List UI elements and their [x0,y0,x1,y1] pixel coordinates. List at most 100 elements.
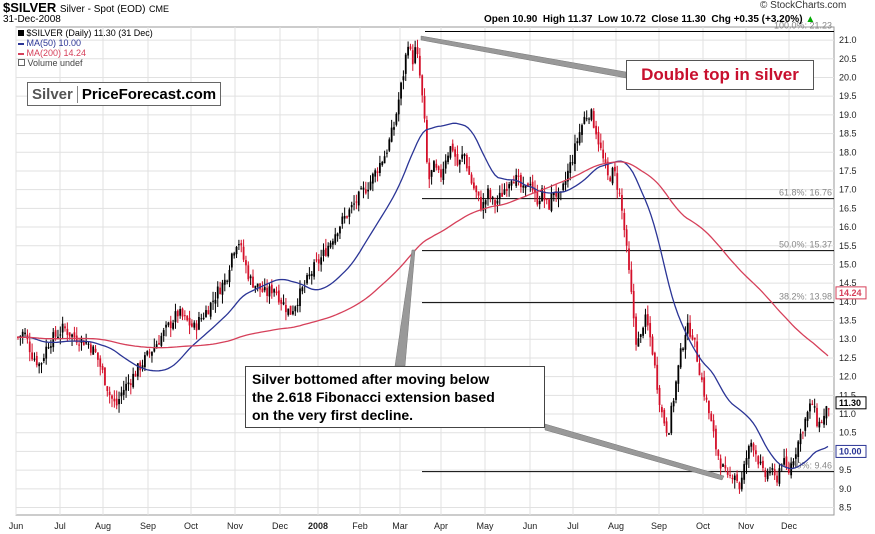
y-tick-label: 12.5 [839,353,857,363]
last-price-tag-text: 11.30 [839,398,861,408]
candle-body [179,309,182,316]
candle-body [306,275,308,284]
candle-body [470,174,473,184]
candle-body [360,188,362,190]
candle-body [336,233,339,237]
x-tick-label: Sep [651,521,667,531]
candle-body [160,335,163,346]
candle-body [400,82,402,99]
candle-body [501,192,503,197]
candle-body [320,257,323,265]
candle-body [599,142,602,149]
candle-body [376,171,379,174]
candle-body [256,283,259,287]
candle-body [703,377,706,397]
candle-body [188,317,191,326]
candle-body [289,305,292,315]
candle-body [689,322,691,337]
candle-body [646,314,649,326]
candle-body [221,282,224,295]
candle-body [390,127,393,142]
candle-body [407,46,409,56]
y-tick-label: 19.5 [839,91,857,101]
candle-body [233,253,236,256]
candle-body [35,355,38,366]
candle-body [510,181,513,186]
candle-body [270,284,273,294]
candle-body [68,332,71,337]
candle-body [245,260,247,266]
candle-body [165,324,167,328]
candle-body [59,334,62,336]
candle-body [31,352,33,360]
candle-body [653,352,656,366]
candle-body [341,216,344,225]
candle-body [87,343,90,345]
candle-body [447,155,449,162]
candle-body [122,389,125,395]
fib-label: 100.0%: 21.23 [774,20,832,30]
candle-body [42,358,45,362]
candle-body [99,358,102,367]
candle-body [712,420,715,432]
candle-body [89,344,92,353]
candle-body [524,184,527,189]
candle-body [668,433,670,435]
candle-body [487,188,489,199]
candle-body [802,432,804,434]
candle-body [104,367,106,386]
candle-body [280,299,283,304]
candle-body [144,355,146,368]
candle-body [740,477,743,490]
candle-body [635,316,637,345]
candle-body [397,99,400,115]
candle-body [715,428,717,450]
candle-body [428,162,431,180]
candle-body [649,323,652,338]
candle-body [686,322,689,334]
candle-body [745,458,748,465]
candle-body [604,159,607,164]
candle-body [456,154,459,166]
fib-label: 50.0%: 15.37 [779,240,832,250]
candle-body [308,274,311,277]
candle-body [783,458,785,465]
candle-body [277,290,280,303]
x-tick-label: Oct [184,521,199,531]
candle-body [40,363,43,365]
candle-body [698,363,701,376]
candle-body [200,318,203,320]
candle-body [247,265,250,280]
x-tick-label: Jun [9,521,24,531]
candle-body [522,185,525,188]
y-tick-label: 16.0 [839,222,857,232]
candle-body [536,191,539,205]
candle-body [24,332,26,335]
candle-body [259,283,261,290]
candle-body [790,463,793,476]
candle-body [811,403,814,405]
x-tick-label: Sep [140,521,156,531]
volume-swatch [18,59,25,66]
candle-body [346,216,348,218]
candle-body [66,328,69,335]
y-tick-label: 16.5 [839,203,857,213]
close-value: Close 11.30 [651,14,706,25]
candle-body [736,474,738,481]
candle-body [529,183,532,186]
candle-body [799,433,802,445]
moving-averages [17,122,829,470]
candle-body [111,395,113,399]
candle-body [672,400,675,407]
candle-body [198,316,200,330]
candle-body [357,191,360,206]
candle-body [158,342,160,345]
candle-body [512,182,515,184]
candle-body [80,337,83,343]
candle-body [776,475,778,483]
candle-body [97,352,99,360]
candle-body [494,199,496,206]
candle-body [141,365,144,368]
candle-body [374,170,377,177]
